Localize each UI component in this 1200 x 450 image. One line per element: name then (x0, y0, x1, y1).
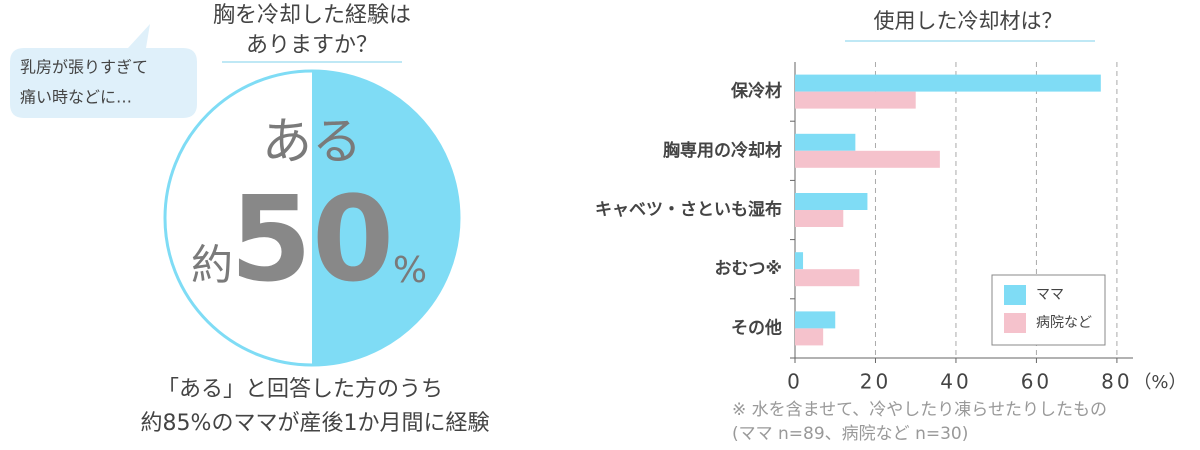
y-tick-label: その他 (731, 317, 782, 338)
bar (795, 311, 836, 329)
pie-slice (312, 71, 459, 365)
bar (795, 269, 860, 287)
x-tick-label: 40 (940, 370, 971, 394)
pie-value: 50 (230, 170, 394, 308)
caption: 約85%のママが産後1か月間に経験 (141, 411, 490, 436)
note: (ママ n=89、病院など n=30) (732, 424, 968, 444)
bar (795, 328, 824, 346)
value-unit: % (393, 250, 427, 291)
x-tick-label: 60 (1021, 370, 1052, 394)
x-tick-label: 0 (787, 370, 803, 394)
bar (795, 74, 1101, 92)
chart-title: 使用した冷却材は？ (874, 9, 1063, 33)
y-tick-label: 胸専用の冷却材 (663, 140, 782, 161)
bar (795, 150, 940, 168)
legend-label: ママ (1036, 287, 1064, 303)
bar (795, 252, 804, 270)
legend-swatch (1004, 285, 1026, 305)
legend-label: 病院など (1036, 315, 1092, 331)
caption: 「ある」と回答した方のうち (157, 377, 443, 402)
x-tick-label: 20 (860, 370, 891, 394)
y-tick-label: 保冷材 (730, 81, 782, 102)
x-tick-label: 80 (1101, 370, 1132, 394)
value-prefix: 約 (191, 241, 233, 290)
chart-title: ありますか？ (246, 33, 378, 58)
bar (795, 133, 856, 151)
legend-swatch (1004, 313, 1026, 333)
speech-bubble (10, 24, 197, 118)
chart-title: 胸を冷却した経験は (213, 3, 411, 28)
y-tick-label: おむつ※ (714, 259, 782, 279)
y-tick-label: キャベツ・さといも湿布 (595, 199, 782, 220)
pie-slice (165, 71, 312, 365)
pie-ring (163, 69, 461, 367)
bubble-text: 痛い時などに… (20, 88, 132, 107)
note: ※ 水を含ませて、冷やしたり凍らせたりしたもの (732, 400, 1107, 420)
pie-label: ある (262, 113, 362, 171)
bar (795, 91, 916, 109)
bar (795, 193, 868, 210)
bar (795, 210, 844, 227)
bubble-text: 乳房が張りすぎて (20, 58, 148, 77)
x-unit: （%） (1133, 372, 1186, 393)
